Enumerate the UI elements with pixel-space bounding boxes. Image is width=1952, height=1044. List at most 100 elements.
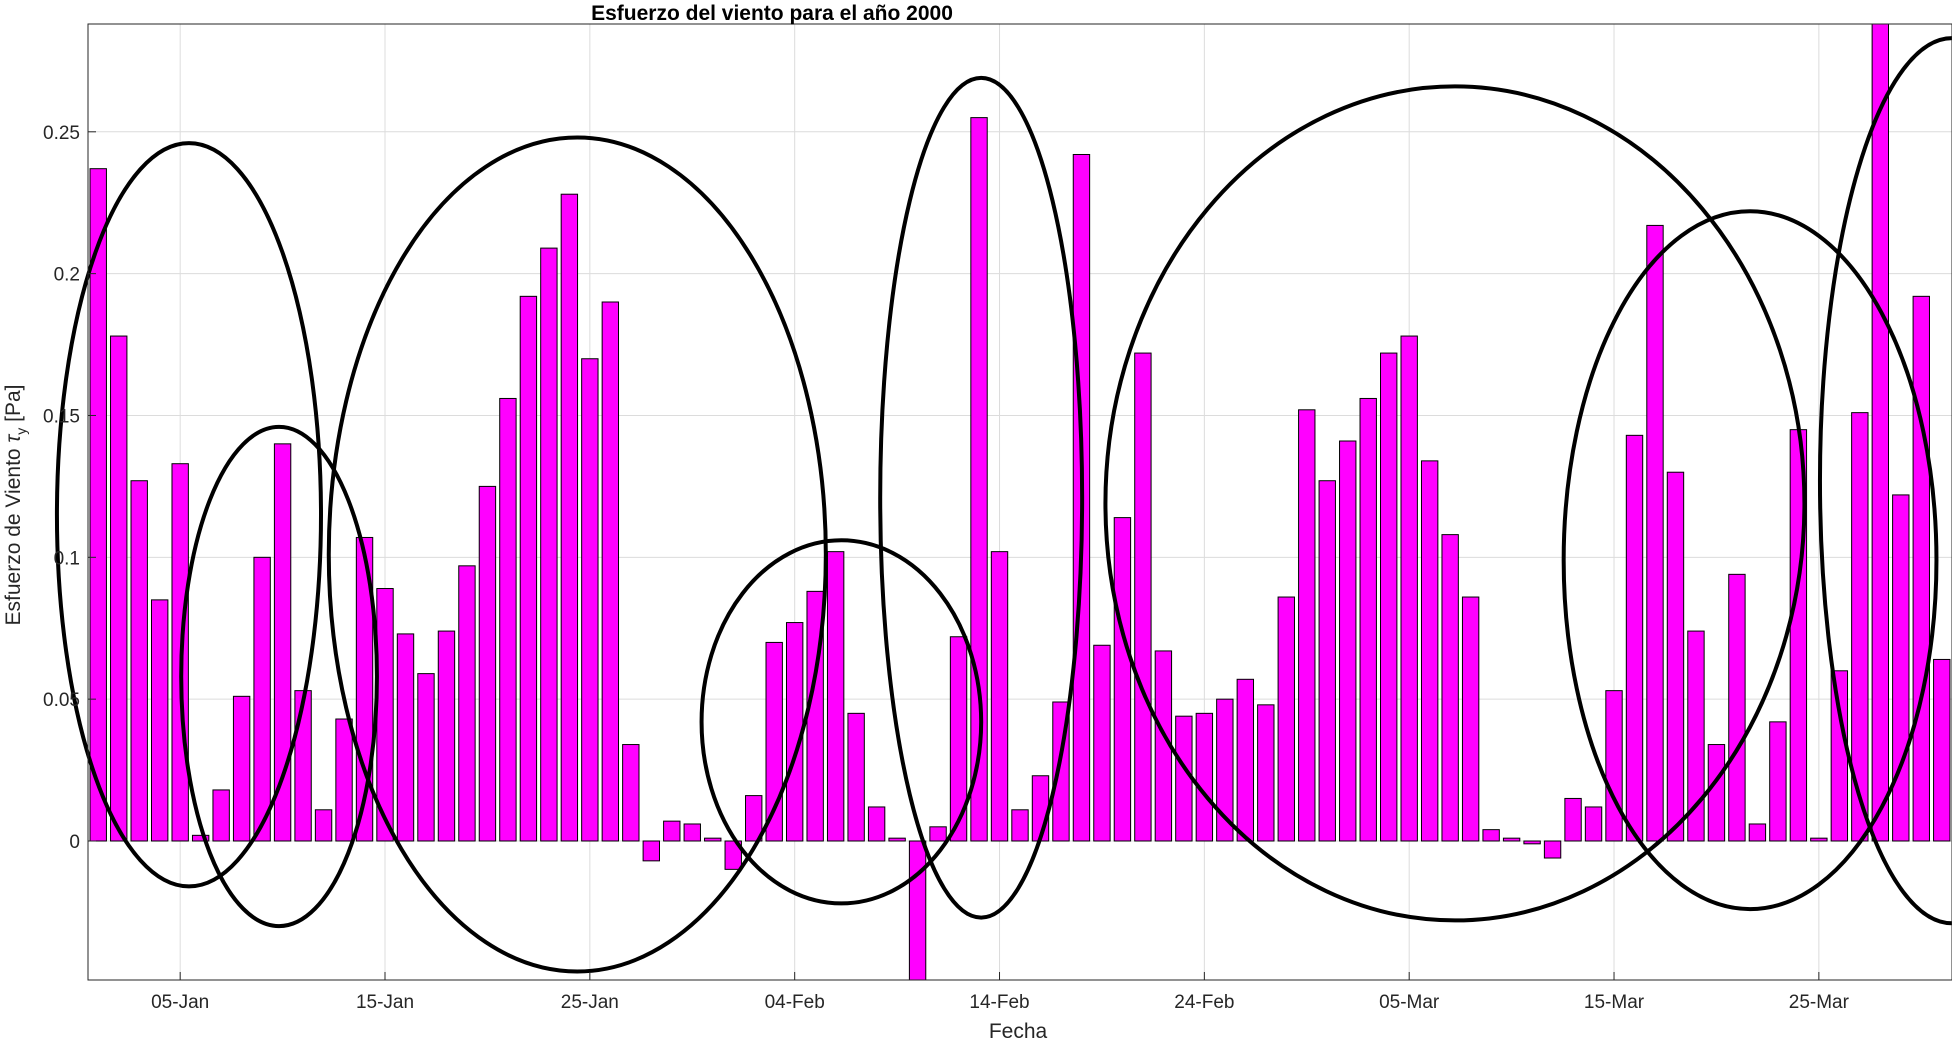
bar bbox=[1339, 440, 1357, 842]
bar bbox=[970, 117, 988, 842]
x-tick-label: 25-Jan bbox=[561, 992, 619, 1013]
bars bbox=[89, 23, 1951, 981]
bar bbox=[437, 630, 456, 842]
bar bbox=[1666, 471, 1685, 842]
annotation-ellipse bbox=[878, 75, 1085, 920]
bar bbox=[826, 551, 845, 842]
bar bbox=[724, 840, 742, 870]
bar bbox=[540, 247, 558, 842]
bar bbox=[1318, 480, 1336, 842]
bar bbox=[458, 565, 476, 842]
bar bbox=[1400, 335, 1418, 842]
y-axis-ticks: 0 0.05 0.1 0.15 0.2 0.25 bbox=[43, 123, 96, 853]
bar bbox=[1461, 596, 1480, 842]
bar bbox=[1441, 534, 1459, 842]
x-axis-ticks: 05-Jan 15-Jan 25-Jan 04-Feb 14-Feb 24-Feb 05-M… bbox=[151, 972, 1850, 1013]
bar bbox=[294, 690, 312, 842]
annotation-ellipse bbox=[699, 538, 984, 906]
x-tick-label: 24-Feb bbox=[1174, 992, 1234, 1013]
bar bbox=[1625, 434, 1644, 842]
bar bbox=[1011, 809, 1029, 842]
bar bbox=[314, 809, 333, 842]
bar bbox=[601, 301, 620, 842]
bar bbox=[1523, 840, 1541, 845]
y-axis-label-symbol: τ bbox=[2, 434, 25, 443]
y-axis-label-unit: [Pa] bbox=[2, 385, 25, 428]
y-tick-label: 0.25 bbox=[43, 123, 80, 144]
x-tick-label: 04-Feb bbox=[765, 992, 825, 1013]
bar bbox=[745, 795, 763, 842]
annotation-ellipse bbox=[179, 424, 379, 929]
bar bbox=[1892, 494, 1910, 842]
bar bbox=[1277, 596, 1295, 842]
bar bbox=[478, 485, 497, 842]
bar bbox=[1933, 658, 1951, 842]
bar bbox=[89, 168, 107, 842]
bar bbox=[581, 358, 599, 842]
bar bbox=[519, 295, 538, 842]
bar bbox=[663, 820, 681, 842]
bar bbox=[110, 335, 128, 842]
y-axis-label-subscript: y bbox=[13, 428, 29, 435]
annotation-ellipse bbox=[1818, 36, 1952, 926]
bar bbox=[683, 823, 701, 842]
bar bbox=[1871, 23, 1890, 842]
bar bbox=[1175, 715, 1193, 842]
bar bbox=[888, 837, 906, 842]
annotation-ellipse bbox=[1561, 209, 1939, 912]
bar bbox=[150, 599, 169, 842]
bar bbox=[1236, 678, 1255, 842]
y-tick-label: 0.05 bbox=[43, 690, 80, 711]
bar bbox=[1359, 397, 1377, 842]
bar bbox=[1584, 806, 1603, 842]
x-tick-label: 25-Mar bbox=[1789, 992, 1850, 1013]
bar bbox=[1420, 460, 1439, 842]
bar bbox=[1769, 721, 1787, 842]
bar bbox=[990, 551, 1009, 842]
bar bbox=[1113, 517, 1132, 842]
bar bbox=[253, 556, 271, 842]
plot-frame bbox=[87, 23, 1952, 981]
bar bbox=[622, 744, 640, 842]
x-tick-label: 15-Mar bbox=[1584, 992, 1645, 1013]
bar bbox=[560, 193, 579, 842]
bar bbox=[929, 826, 947, 842]
bar bbox=[642, 840, 660, 862]
bar bbox=[1093, 644, 1111, 842]
bar bbox=[191, 834, 210, 842]
y-tick-label: 0.15 bbox=[43, 406, 80, 427]
x-tick-label: 14-Feb bbox=[969, 992, 1029, 1013]
bar bbox=[1605, 690, 1623, 842]
bar bbox=[499, 397, 517, 842]
bar bbox=[232, 695, 251, 842]
bar bbox=[765, 641, 783, 842]
bar bbox=[1482, 829, 1500, 842]
bar bbox=[396, 633, 415, 842]
bar bbox=[1195, 712, 1214, 842]
y-axis-label: Esfuerzo de Viento τy [Pa] bbox=[2, 385, 29, 626]
bar bbox=[1912, 295, 1930, 842]
bar bbox=[1257, 704, 1275, 842]
bar bbox=[847, 712, 865, 842]
bar bbox=[335, 718, 353, 842]
bar bbox=[867, 806, 886, 842]
bar bbox=[1646, 224, 1664, 842]
bar bbox=[1502, 837, 1521, 842]
x-tick-label: 05-Mar bbox=[1379, 992, 1440, 1013]
y-tick-label: 0 bbox=[69, 832, 80, 853]
bar bbox=[130, 480, 148, 842]
bar bbox=[1134, 352, 1152, 842]
chart-title: Esfuerzo del viento para el año 2000 bbox=[591, 2, 953, 25]
bar bbox=[1687, 630, 1705, 842]
bar bbox=[949, 636, 968, 842]
bar bbox=[704, 837, 722, 842]
x-axis-label: Fecha bbox=[989, 1020, 1048, 1043]
annotation-ellipse bbox=[326, 135, 828, 974]
bar bbox=[908, 840, 927, 981]
y-axis-label-main: Esfuerzo de Viento bbox=[2, 443, 25, 626]
annotation-ellipses bbox=[54, 36, 1952, 974]
bar bbox=[212, 789, 230, 842]
bar bbox=[1298, 409, 1316, 842]
bar bbox=[1380, 352, 1398, 842]
